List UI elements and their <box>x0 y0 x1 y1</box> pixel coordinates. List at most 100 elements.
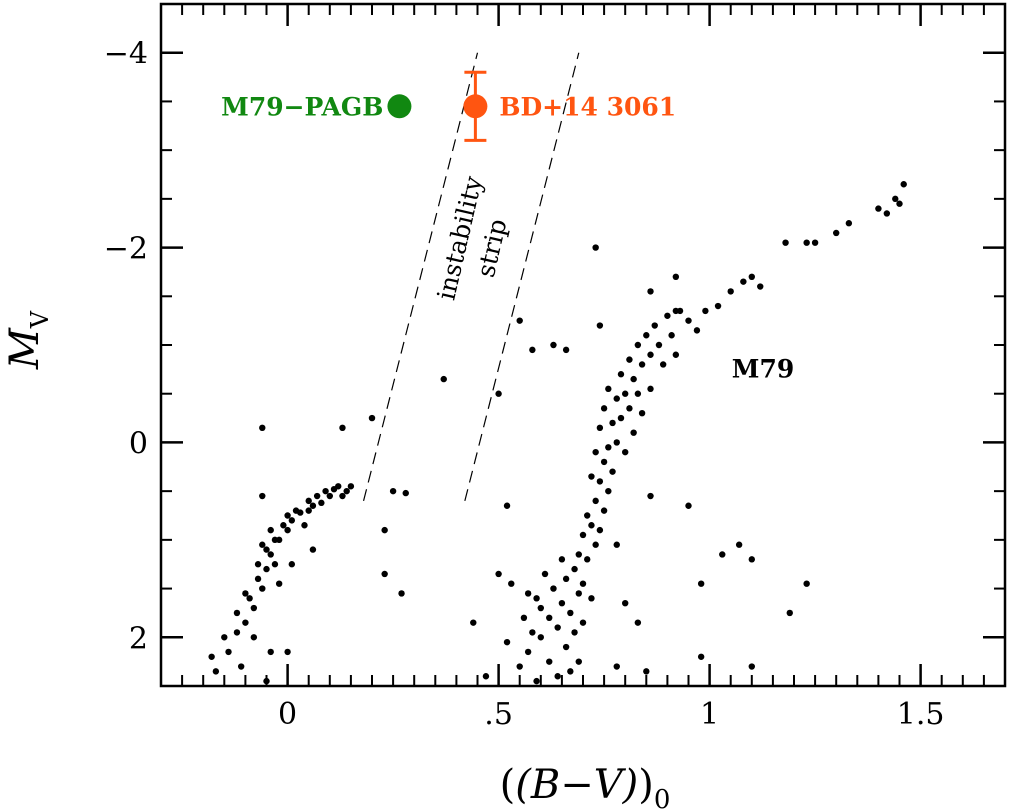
y-axis-title: MV <box>2 310 54 370</box>
m79-star-point <box>643 668 650 675</box>
m79-star-point <box>697 580 705 587</box>
m79-star-point <box>440 375 447 383</box>
m79-star-point <box>305 497 312 505</box>
m79-star-point <box>672 351 680 358</box>
m79-star-point <box>250 604 258 612</box>
m79-star-point <box>470 619 477 626</box>
m79-data-points <box>208 181 907 685</box>
m79-star-point <box>579 619 587 626</box>
m79-star-point <box>402 489 409 497</box>
m79-star-point <box>516 663 523 670</box>
m79-star-point <box>516 317 523 324</box>
m79-star-point <box>275 580 283 587</box>
m79-star-point <box>567 609 574 617</box>
m79-star-point <box>655 341 663 349</box>
m79-star-point <box>546 614 553 621</box>
y-axis-title-main: M <box>2 327 48 370</box>
m79-star-point <box>600 405 608 412</box>
m79-star-point <box>347 483 355 490</box>
m79-star-point <box>259 585 266 592</box>
x-tick-label: 1 <box>700 697 719 732</box>
m79-star-point <box>685 502 692 509</box>
m79-star-point <box>389 487 397 495</box>
m79-star-point <box>546 658 553 665</box>
x-axis-title-subscript: 0 <box>654 785 671 812</box>
m79-star-point <box>647 351 654 358</box>
m79-star-point <box>562 575 570 583</box>
m79-star-point <box>550 341 557 349</box>
m79-star-point <box>263 565 270 573</box>
m79-star-point <box>622 390 629 397</box>
m79-star-point <box>592 448 599 456</box>
m79-star-point <box>263 677 270 685</box>
x-tick-label: 0 <box>278 697 297 732</box>
m79-star-point <box>659 361 667 368</box>
m79-star-point <box>309 546 317 553</box>
m79-star-point <box>697 653 705 660</box>
m79-star-point <box>529 629 536 636</box>
m79-star-point <box>748 273 755 280</box>
y-axis-title-subscript: V <box>26 310 54 329</box>
m79-star-point <box>672 307 680 315</box>
plot-frame <box>159 2 1007 688</box>
m79-star-point <box>613 663 620 670</box>
y-tick-label: 2 <box>129 621 148 656</box>
m79-star-point <box>605 444 612 451</box>
m79-star-point <box>579 580 587 587</box>
y-tick-label: 0 <box>129 426 148 461</box>
m79-star-point <box>242 619 249 626</box>
m79-star-point <box>600 507 608 514</box>
bd-point-group: BD+14 3061 <box>463 70 676 142</box>
m79-star-point <box>250 634 258 641</box>
m79-star-point <box>524 590 532 597</box>
m79-star-point <box>845 220 853 227</box>
m79-star-point <box>524 648 532 656</box>
m79-star-point <box>883 210 891 217</box>
m79-star-point <box>529 346 536 354</box>
m79-star-point <box>508 580 515 587</box>
y-tick-label: −4 <box>104 37 148 72</box>
m79-star-point <box>368 414 376 422</box>
m79-star-point <box>567 668 574 675</box>
m79-star-point <box>600 458 608 466</box>
m79-star-point <box>672 273 680 280</box>
m79-star-point <box>626 405 633 412</box>
m79-star-point <box>875 205 882 212</box>
m79-star-point <box>727 288 734 295</box>
m79-star-point <box>221 634 228 641</box>
m79-star-point <box>592 541 599 548</box>
m79-star-point <box>748 556 755 563</box>
m79-star-point <box>381 570 388 578</box>
m79-pagb-label: M79−PAGB <box>221 92 383 121</box>
m79-star-point <box>892 195 899 203</box>
m79-star-point <box>748 663 755 670</box>
m79-star-point <box>558 599 566 607</box>
m79-star-point <box>398 590 405 597</box>
m79-star-point <box>495 570 502 578</box>
m79-star-point <box>685 317 692 324</box>
m79-star-point <box>613 395 620 402</box>
axis-tick-labels: 0 .5 1 1.5 −4 −2 0 2 <box>104 37 945 732</box>
m79-star-point <box>381 526 388 534</box>
m79-star-point <box>212 668 220 675</box>
m79-star-point <box>622 599 629 607</box>
m79-star-point <box>643 332 650 339</box>
m79-star-point <box>609 419 616 427</box>
m79-star-point <box>613 541 620 548</box>
m79-star-point <box>305 507 312 514</box>
m79-star-point <box>246 595 253 602</box>
m79-star-point <box>786 609 793 617</box>
m79-star-point <box>651 322 658 329</box>
m79-star-point <box>322 487 329 495</box>
bd-label: BD+14 3061 <box>499 92 676 121</box>
m79-star-point <box>592 497 599 505</box>
m79-cluster-label: M79 <box>732 354 794 383</box>
m79-star-point <box>554 624 561 631</box>
m79-star-point <box>254 561 262 568</box>
instability-strip-blue-edge <box>362 52 479 502</box>
m79-star-point <box>267 648 274 656</box>
m79-star-point <box>550 585 557 592</box>
m79-star-point <box>208 653 215 660</box>
bd-point <box>463 94 488 119</box>
m79-star-point <box>537 634 544 641</box>
